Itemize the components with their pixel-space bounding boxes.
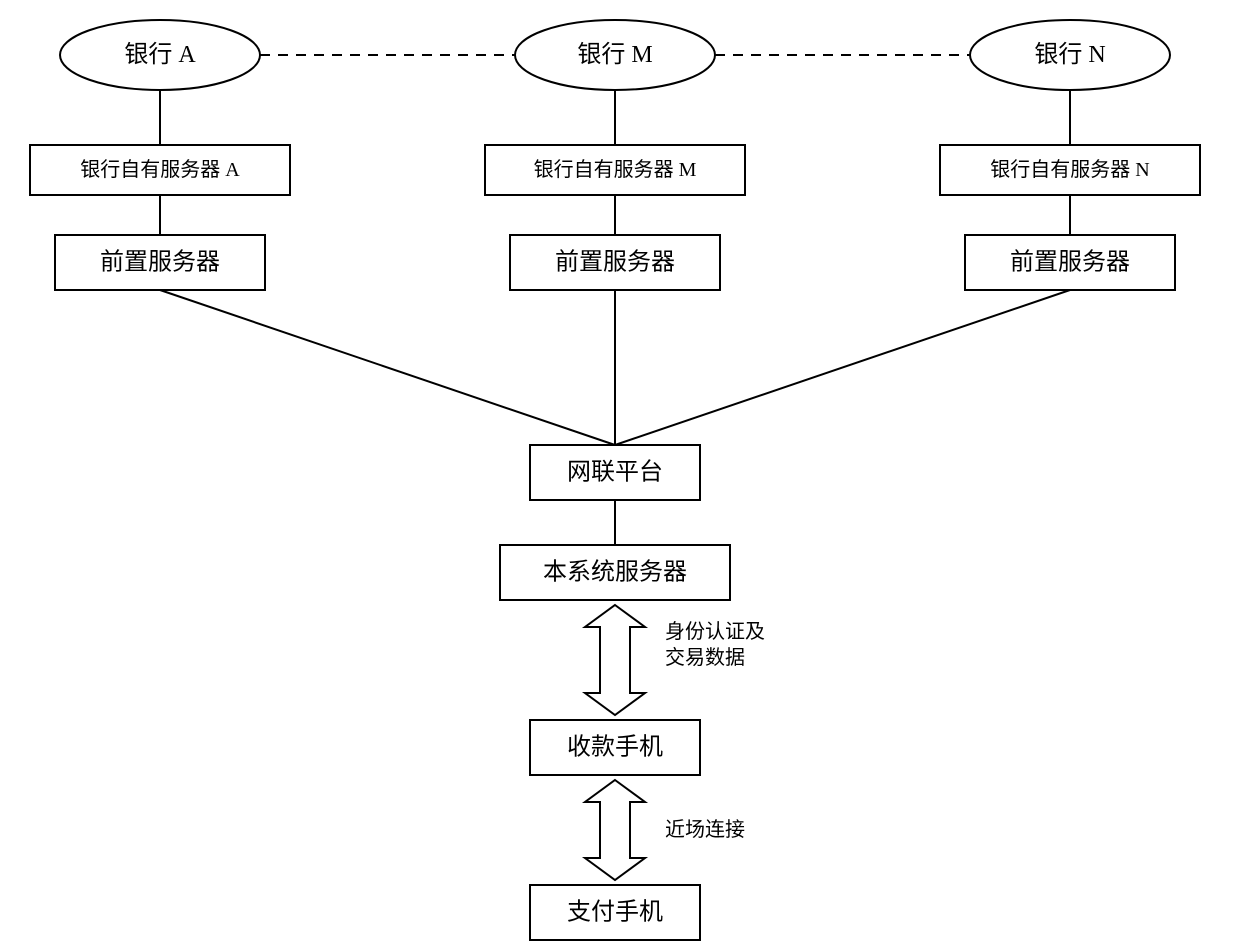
- node-bankN: 银行 N: [970, 20, 1170, 90]
- annotation-line: 近场连接: [665, 818, 745, 841]
- node-frontM: 前置服务器: [510, 235, 720, 290]
- node-label-frontA: 前置服务器: [100, 249, 220, 276]
- annotation-line: 身份认证及: [665, 620, 765, 643]
- node-label-ownN: 银行自有服务器 N: [990, 158, 1149, 181]
- edge-frontA-netplat: [160, 290, 615, 445]
- architecture-diagram: 银行 A 银行 M 银行 N 银行自有服务器 A 银行自有服务器 M 银行自有服务器 N 前…: [0, 0, 1240, 950]
- annotation-0: 身份认证及交易数据: [665, 620, 765, 669]
- node-label-ownA: 银行自有服务器 A: [80, 158, 240, 181]
- node-label-pay: 支付手机: [567, 899, 663, 926]
- double-arrow-sysserv-recv: [585, 605, 645, 715]
- node-label-frontN: 前置服务器: [1010, 249, 1130, 276]
- node-ownM: 银行自有服务器 M: [485, 145, 745, 195]
- node-label-bankM: 银行 M: [577, 41, 652, 68]
- node-sysserv: 本系统服务器: [500, 545, 730, 600]
- node-label-bankA: 银行 A: [124, 41, 196, 68]
- annotation-1: 近场连接: [665, 818, 745, 841]
- node-label-recv: 收款手机: [567, 734, 663, 761]
- double-arrow-recv-pay: [585, 780, 645, 880]
- node-ownA: 银行自有服务器 A: [30, 145, 290, 195]
- node-bankA: 银行 A: [60, 20, 260, 90]
- node-netplat: 网联平台: [530, 445, 700, 500]
- edge-frontN-netplat: [615, 290, 1070, 445]
- node-bankM: 银行 M: [515, 20, 715, 90]
- node-pay: 支付手机: [530, 885, 700, 940]
- node-label-ownM: 银行自有服务器 M: [534, 158, 697, 181]
- node-label-sysserv: 本系统服务器: [543, 559, 687, 586]
- node-frontA: 前置服务器: [55, 235, 265, 290]
- node-label-netplat: 网联平台: [567, 459, 663, 486]
- node-frontN: 前置服务器: [965, 235, 1175, 290]
- node-ownN: 银行自有服务器 N: [940, 145, 1200, 195]
- annotation-line: 交易数据: [665, 646, 745, 669]
- node-label-frontM: 前置服务器: [555, 249, 675, 276]
- node-recv: 收款手机: [530, 720, 700, 775]
- node-label-bankN: 银行 N: [1034, 41, 1105, 68]
